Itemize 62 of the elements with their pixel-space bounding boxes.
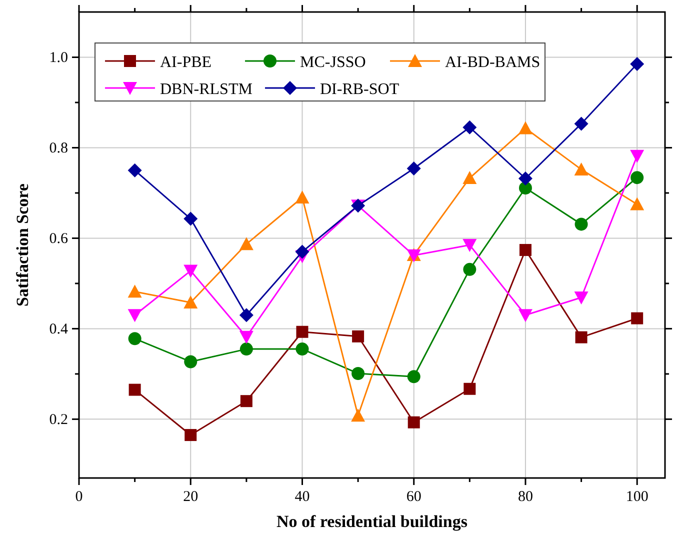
point xyxy=(630,197,644,210)
point xyxy=(631,312,644,324)
legend-label: DBN-RLSTM xyxy=(160,81,252,98)
point xyxy=(295,244,310,259)
point xyxy=(295,190,310,204)
point xyxy=(518,121,532,134)
point xyxy=(184,355,198,368)
point xyxy=(128,163,142,178)
y-tick-label: 0.4 xyxy=(49,322,68,338)
point xyxy=(518,309,532,322)
point xyxy=(351,408,366,422)
x-tick-label: 20 xyxy=(183,489,198,505)
point xyxy=(184,295,198,308)
x-tick-label: 80 xyxy=(518,489,533,505)
y-tick-label: 0.6 xyxy=(49,231,68,248)
point xyxy=(128,284,142,298)
point xyxy=(462,120,477,134)
x-tick-label: 40 xyxy=(294,489,310,505)
x-tick-label: 60 xyxy=(406,489,422,505)
point xyxy=(128,384,141,396)
point xyxy=(406,162,421,176)
y-tick-label: 1.0 xyxy=(49,50,68,66)
x-tick-label: 100 xyxy=(626,489,648,505)
y-tick-label: 0.8 xyxy=(49,140,68,157)
point xyxy=(184,212,198,226)
x-axis-title: No of residential buildings xyxy=(276,512,468,531)
point xyxy=(296,326,308,338)
point xyxy=(239,237,254,250)
point xyxy=(408,416,420,428)
point xyxy=(574,218,588,231)
point xyxy=(239,330,254,344)
point xyxy=(296,342,309,356)
point xyxy=(352,330,364,342)
y-axis-title: Satifaction Score xyxy=(13,183,32,306)
point xyxy=(462,239,477,252)
point xyxy=(463,262,476,276)
point xyxy=(128,309,142,322)
point xyxy=(184,429,197,442)
point xyxy=(240,395,252,408)
point xyxy=(128,332,142,346)
x-tick-label: 0 xyxy=(75,489,83,505)
point xyxy=(240,342,253,356)
point xyxy=(630,171,644,184)
point xyxy=(184,264,198,278)
legend-label: MC-JSSO xyxy=(300,54,366,71)
point xyxy=(630,150,644,163)
point xyxy=(574,162,588,176)
point xyxy=(518,171,532,186)
legend-label: AI-PBE xyxy=(160,54,212,71)
point xyxy=(574,291,588,304)
point xyxy=(352,366,365,380)
point xyxy=(239,308,254,322)
point xyxy=(464,382,476,395)
point xyxy=(519,244,532,256)
point xyxy=(575,331,588,344)
legend-label: AI-BD-BAMS xyxy=(445,54,540,71)
point xyxy=(630,57,644,72)
point xyxy=(462,171,477,184)
point xyxy=(574,116,588,131)
y-tick-label: 0.2 xyxy=(49,412,68,428)
point xyxy=(407,370,420,384)
legend-label: DI-RB-SOT xyxy=(320,81,400,98)
